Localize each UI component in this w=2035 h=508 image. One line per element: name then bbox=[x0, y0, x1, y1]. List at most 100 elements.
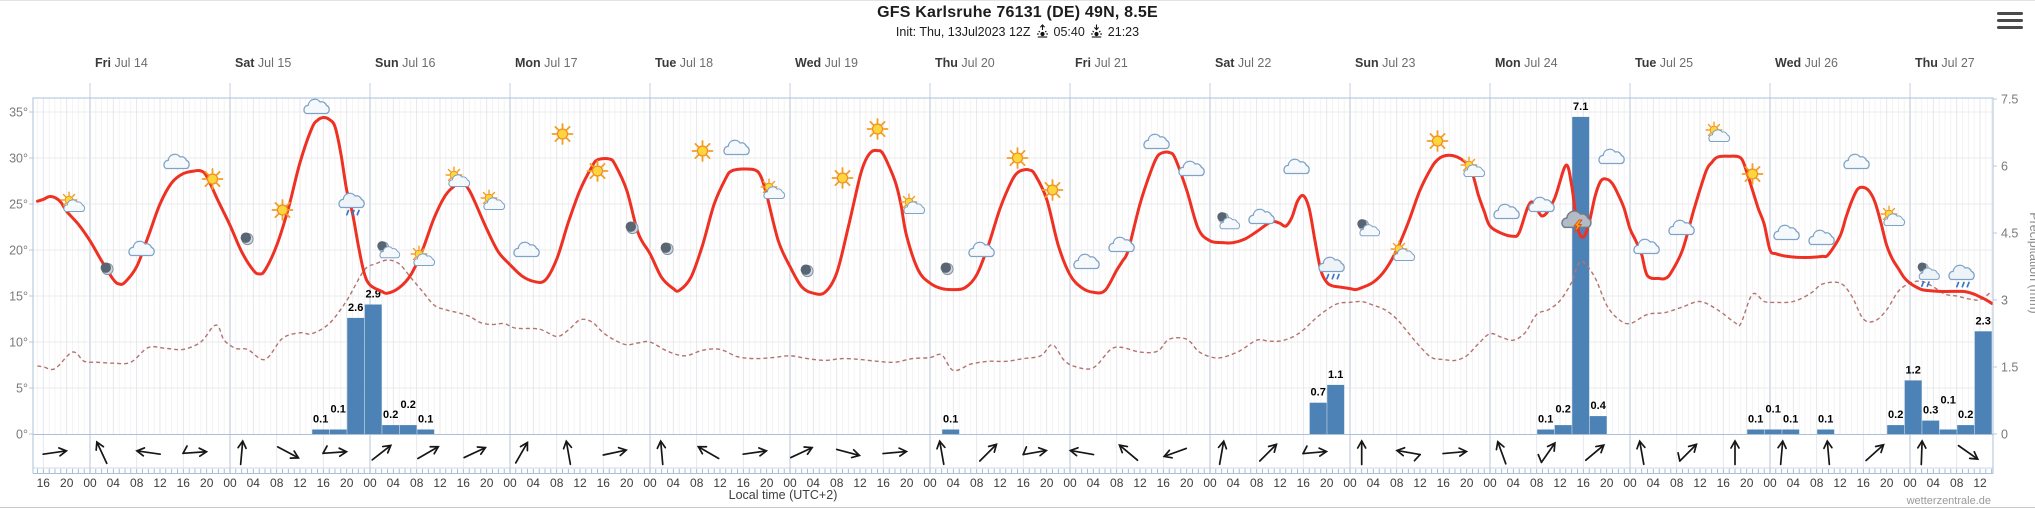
precip-value-label: 7.1 bbox=[1573, 101, 1588, 113]
weather-icon-sun bbox=[586, 160, 609, 182]
hamburger-menu-icon[interactable] bbox=[1997, 12, 2023, 34]
svg-text:1.5: 1.5 bbox=[2001, 360, 2018, 374]
svg-text:20: 20 bbox=[480, 476, 494, 490]
wind-arrow bbox=[182, 445, 209, 458]
svg-text:00: 00 bbox=[923, 476, 937, 490]
svg-text:20: 20 bbox=[340, 476, 354, 490]
svg-text:04: 04 bbox=[1787, 476, 1801, 490]
weather-icon-thunderstorm bbox=[1561, 210, 1592, 233]
y-axis-right-title: Precipitation (mm) bbox=[2027, 212, 2035, 313]
svg-text:20: 20 bbox=[1740, 476, 1754, 490]
wind-arrow bbox=[1636, 439, 1646, 466]
precip-bar bbox=[364, 304, 382, 434]
weather-icon-cloud bbox=[163, 153, 190, 170]
precip-bar bbox=[1887, 425, 1905, 434]
svg-text:10°: 10° bbox=[9, 335, 28, 349]
weather-icon-sun bbox=[866, 118, 889, 140]
weather-icon-rain-cloud bbox=[1948, 264, 1975, 288]
weather-icon-moon bbox=[660, 242, 674, 256]
precip-value-label: 2.3 bbox=[1976, 315, 1991, 327]
weather-icon-sun-cloud bbox=[1705, 121, 1731, 143]
weather-icon-sun bbox=[1041, 179, 1064, 201]
wind-arrow bbox=[1917, 439, 1927, 466]
svg-text:12: 12 bbox=[433, 476, 447, 490]
svg-text:08: 08 bbox=[1530, 476, 1544, 490]
precip-value-label: 0.1 bbox=[418, 414, 433, 426]
precip-value-label: 0.2 bbox=[401, 399, 416, 411]
svg-text:04: 04 bbox=[107, 476, 121, 490]
svg-text:04: 04 bbox=[1647, 476, 1661, 490]
day-label: Wed Jul 19 bbox=[795, 56, 858, 70]
weather-icon-cloud bbox=[1598, 148, 1625, 165]
svg-text:04: 04 bbox=[1227, 476, 1241, 490]
weather-icon-moon bbox=[625, 221, 639, 235]
day-label: Sat Jul 15 bbox=[235, 56, 291, 70]
wind-arrow bbox=[936, 439, 946, 466]
svg-text:08: 08 bbox=[1950, 476, 1964, 490]
precip-value-label: 0.2 bbox=[1888, 409, 1903, 421]
svg-text:16: 16 bbox=[1577, 476, 1591, 490]
watermark: wetterzentrale.de bbox=[1906, 495, 1991, 507]
precip-bar bbox=[1974, 331, 1992, 434]
weather-icon-cloud bbox=[1493, 203, 1520, 220]
wind-arrow bbox=[656, 439, 667, 466]
precip-value-label: 0.1 bbox=[331, 404, 346, 416]
svg-text:04: 04 bbox=[1087, 476, 1101, 490]
weather-icon-sun-cloud bbox=[410, 245, 436, 267]
weather-icon-sun-cloud bbox=[760, 178, 786, 200]
precip-bar bbox=[1554, 425, 1572, 434]
precip-bar bbox=[1572, 116, 1590, 435]
svg-text:08: 08 bbox=[410, 476, 424, 490]
svg-text:04: 04 bbox=[807, 476, 821, 490]
svg-text:00: 00 bbox=[363, 476, 377, 490]
precip-value-label: 2.6 bbox=[348, 302, 363, 314]
wind-arrow bbox=[882, 447, 909, 457]
hour-labels: 16 20 00 04 08 12 16 20 00 04 08 12 16 20 00 04 08 12 16 20… bbox=[37, 476, 1987, 490]
weather-icon-cloud bbox=[1283, 158, 1310, 175]
svg-text:08: 08 bbox=[130, 476, 144, 490]
day-label: Wed Jul 26 bbox=[1775, 56, 1838, 70]
day-label: Sat Jul 22 bbox=[1215, 56, 1271, 70]
svg-text:08: 08 bbox=[1810, 476, 1824, 490]
svg-text:5°: 5° bbox=[16, 381, 28, 395]
svg-text:08: 08 bbox=[970, 476, 984, 490]
day-label: Tue Jul 18 bbox=[655, 56, 713, 70]
svg-text:12: 12 bbox=[1413, 476, 1427, 490]
svg-text:00: 00 bbox=[1903, 476, 1917, 490]
weather-icon-sun bbox=[201, 168, 224, 190]
wind-arrow bbox=[1730, 439, 1740, 466]
precip-bar bbox=[329, 429, 347, 434]
precip-bar bbox=[1782, 429, 1800, 434]
wind-arrow bbox=[835, 448, 862, 459]
day-label: Sun Jul 23 bbox=[1355, 56, 1415, 70]
weather-icon-sun bbox=[1426, 130, 1449, 152]
precip-bar bbox=[1327, 384, 1345, 434]
wind-arrow bbox=[562, 439, 573, 466]
precip-bar bbox=[347, 317, 365, 434]
svg-text:08: 08 bbox=[1390, 476, 1404, 490]
wind-arrow bbox=[696, 445, 720, 460]
weather-icon-sun bbox=[551, 123, 574, 145]
svg-text:08: 08 bbox=[1110, 476, 1124, 490]
y-axis-right-labels: 0 1.5 3 4.5 6 7.5 Precipitation (mm) bbox=[1993, 92, 2035, 441]
precip-bar bbox=[1957, 425, 1975, 434]
wind-arrow bbox=[1022, 446, 1049, 457]
wind-arrow bbox=[95, 440, 108, 465]
precip-value-label: 0.4 bbox=[1591, 400, 1607, 412]
precip-bar bbox=[1904, 380, 1922, 434]
precip-bar bbox=[1747, 429, 1765, 434]
weather-icon-rain-cloud bbox=[338, 192, 365, 216]
precip-value-label: 0.7 bbox=[1311, 387, 1326, 399]
wind-arrow bbox=[742, 447, 769, 457]
day-labels: Fri Jul 14 Sat Jul 15 Sun Jul 16 Mon Jul 17… bbox=[95, 56, 1975, 70]
wind-arrow bbox=[1537, 441, 1556, 464]
temperature-line bbox=[36, 115, 1994, 305]
weather-icon-cloud bbox=[1178, 160, 1205, 177]
svg-text:00: 00 bbox=[1343, 476, 1357, 490]
precip-value-label: 0.1 bbox=[1766, 404, 1781, 416]
precip-value-label: 0.2 bbox=[1556, 404, 1571, 416]
weather-icon-cloud bbox=[1668, 219, 1695, 236]
weather-icon-sun bbox=[271, 199, 294, 221]
svg-text:12: 12 bbox=[993, 476, 1007, 490]
svg-text:08: 08 bbox=[830, 476, 844, 490]
